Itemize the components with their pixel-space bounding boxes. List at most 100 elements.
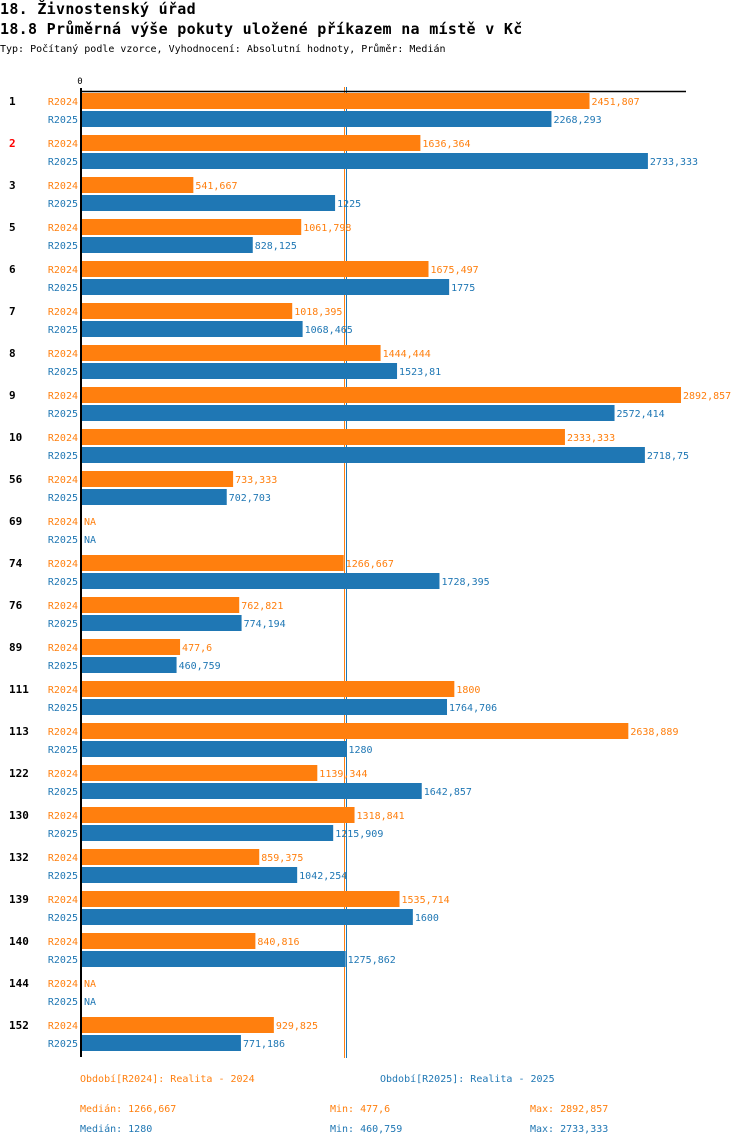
series-label-r2024: R2024: [48, 979, 78, 990]
series-label-r2024: R2024: [48, 853, 78, 864]
category-label: 122: [9, 767, 29, 780]
chart-subtitle: Typ: Počítaný podle vzorce, Vyhodnocení:…: [0, 44, 446, 55]
value-label-r2025: 1068,465: [305, 325, 353, 336]
legend-r2025: Období[R2025]: Realita - 2025: [380, 1074, 555, 1085]
bar-r2024: [81, 93, 590, 109]
value-label-r2025: 1764,706: [449, 703, 497, 714]
value-label-r2025: NA: [84, 535, 96, 546]
value-label-r2024: 1675,497: [431, 265, 479, 276]
category-label: 56: [9, 473, 23, 486]
series-label-r2025: R2025: [48, 241, 78, 252]
series-label-r2024: R2024: [48, 223, 78, 234]
series-label-r2024: R2024: [48, 475, 78, 486]
series-label-r2024: R2024: [48, 811, 78, 822]
series-label-r2024: R2024: [48, 727, 78, 738]
section-title: 18. Živnostenský úřad: [0, 0, 196, 18]
value-label-r2024: 733,333: [235, 475, 277, 486]
bar-r2025: [81, 699, 448, 715]
value-label-r2024: 1018,395: [294, 307, 342, 318]
bar-r2024: [81, 849, 260, 865]
bar-r2024: [81, 1017, 274, 1033]
category-label: 2: [9, 137, 16, 150]
bar-r2024: [81, 597, 240, 613]
series-label-r2024: R2024: [48, 1021, 78, 1032]
series-label-r2024: R2024: [48, 517, 78, 528]
value-label-r2025: NA: [84, 997, 96, 1008]
series-label-r2025: R2025: [48, 619, 78, 630]
bar-r2024: [81, 387, 681, 403]
value-label-r2025: 460,759: [179, 661, 221, 672]
value-label-r2024: 477,6: [182, 643, 212, 654]
stat-r2024-median: Medián: 1266,667: [80, 1104, 177, 1115]
bar-r2025: [81, 867, 298, 883]
chart-title: 18.8 Průměrná výše pokuty uložené příkaz…: [0, 20, 523, 38]
bar-r2025: [81, 573, 440, 589]
value-label-r2024: 1318,841: [357, 811, 405, 822]
series-label-r2025: R2025: [48, 367, 78, 378]
value-label-r2024: 762,821: [241, 601, 283, 612]
bar-r2024: [81, 723, 629, 739]
stat-r2025-min: Min: 460,759: [330, 1124, 403, 1135]
bar-r2025: [81, 615, 242, 631]
bar-r2024: [81, 891, 400, 907]
bar-r2025: [81, 195, 336, 211]
stat-r2024-min: Min: 477,6: [330, 1104, 391, 1115]
value-label-r2024: 541,667: [195, 181, 237, 192]
category-label: 139: [9, 893, 29, 906]
series-label-r2025: R2025: [48, 871, 78, 882]
value-label-r2025: 2718,75: [647, 451, 689, 462]
bar-r2025: [81, 825, 334, 841]
bar-r2024: [81, 219, 302, 235]
stat-r2025-max: Max: 2733,333: [530, 1124, 609, 1135]
value-label-r2025: 771,186: [243, 1039, 285, 1050]
bar-r2024: [81, 471, 234, 487]
category-label: 89: [9, 641, 22, 654]
bar-r2024: [81, 261, 429, 277]
category-label: 7: [9, 305, 16, 318]
value-label-r2024: 2892,857: [683, 391, 731, 402]
bar-r2025: [81, 489, 227, 505]
bar-r2025: [81, 447, 645, 463]
value-label-r2025: 774,194: [244, 619, 286, 630]
series-label-r2024: R2024: [48, 937, 78, 948]
value-label-r2024: 2333,333: [567, 433, 615, 444]
category-label: 9: [9, 389, 16, 402]
bar-r2024: [81, 555, 344, 571]
category-label: 144: [9, 977, 29, 990]
x-tick-label: 0: [77, 77, 82, 87]
bar-r2024: [81, 345, 381, 361]
bar-r2025: [81, 111, 552, 127]
bar-r2025: [81, 951, 346, 967]
bar-r2025: [81, 237, 253, 253]
value-label-r2024: 1535,714: [402, 895, 450, 906]
value-label-r2025: 1728,395: [441, 577, 489, 588]
series-label-r2025: R2025: [48, 913, 78, 924]
value-label-r2024: 840,816: [257, 937, 299, 948]
series-label-r2025: R2025: [48, 1039, 78, 1050]
value-label-r2024: 2638,889: [630, 727, 678, 738]
stat-r2025-median: Medián: 1280: [80, 1124, 153, 1135]
category-label: 8: [9, 347, 16, 360]
series-label-r2025: R2025: [48, 157, 78, 168]
category-label: 6: [9, 263, 16, 276]
category-label: 76: [9, 599, 23, 612]
bar-r2025: [81, 279, 450, 295]
value-label-r2024: 859,375: [261, 853, 303, 864]
value-label-r2025: 1215,909: [335, 829, 383, 840]
series-label-r2024: R2024: [48, 769, 78, 780]
category-label: 111: [9, 683, 29, 696]
category-label: 130: [9, 809, 29, 822]
series-label-r2025: R2025: [48, 409, 78, 420]
series-label-r2025: R2025: [48, 325, 78, 336]
series-label-r2025: R2025: [48, 745, 78, 756]
bar-r2025: [81, 909, 413, 925]
bar-r2025: [81, 153, 648, 169]
series-label-r2024: R2024: [48, 181, 78, 192]
bar-r2025: [81, 321, 303, 337]
category-label: 74: [9, 557, 23, 570]
value-label-r2025: 2572,414: [617, 409, 665, 420]
legend-r2024: Období[R2024]: Realita - 2024: [80, 1074, 255, 1085]
series-label-r2025: R2025: [48, 997, 78, 1008]
value-label-r2024: 2451,807: [592, 97, 640, 108]
